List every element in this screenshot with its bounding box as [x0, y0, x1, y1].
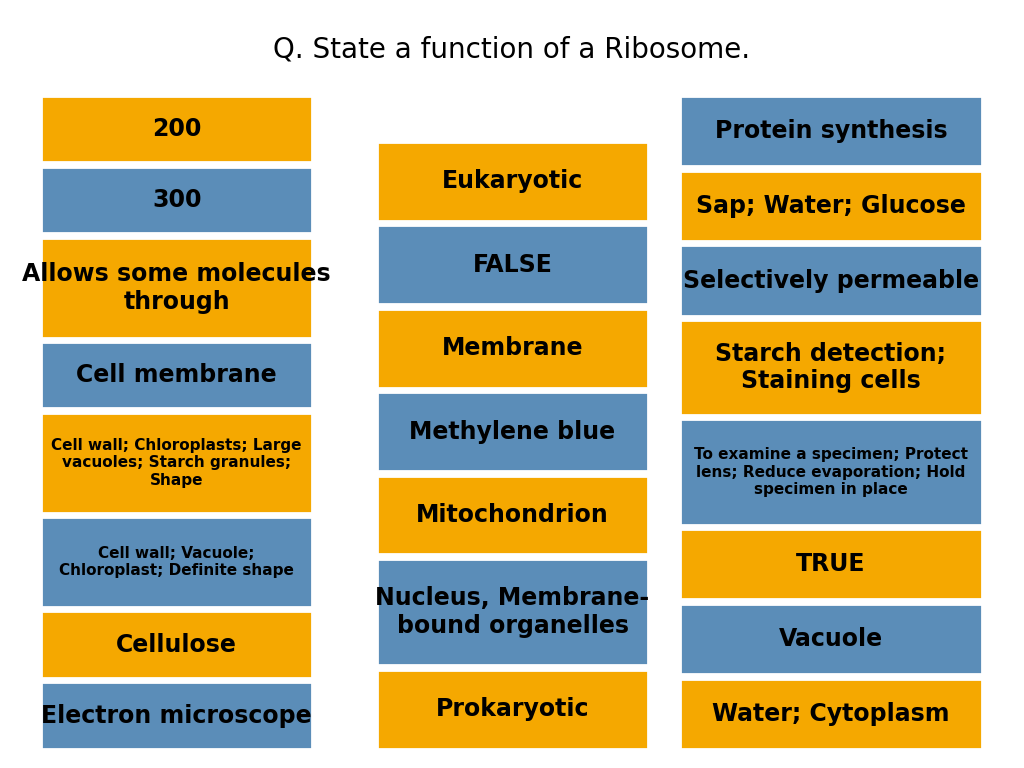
FancyBboxPatch shape: [377, 392, 648, 471]
FancyBboxPatch shape: [41, 238, 312, 337]
FancyBboxPatch shape: [680, 96, 982, 166]
Text: Eukaryotic: Eukaryotic: [442, 170, 583, 194]
Text: Allows some molecules
through: Allows some molecules through: [23, 262, 331, 313]
Text: Vacuole: Vacuole: [779, 627, 883, 651]
Text: 300: 300: [152, 188, 202, 212]
Text: 200: 200: [152, 118, 202, 141]
Text: TRUE: TRUE: [797, 552, 865, 576]
Text: Starch detection;
Staining cells: Starch detection; Staining cells: [716, 342, 946, 393]
FancyBboxPatch shape: [377, 309, 648, 388]
FancyBboxPatch shape: [377, 142, 648, 221]
FancyBboxPatch shape: [41, 167, 312, 233]
Text: Nucleus, Membrane-
bound organelles: Nucleus, Membrane- bound organelles: [376, 586, 649, 638]
Text: Methylene blue: Methylene blue: [410, 419, 615, 444]
FancyBboxPatch shape: [41, 518, 312, 607]
FancyBboxPatch shape: [41, 342, 312, 409]
Text: Mitochondrion: Mitochondrion: [416, 503, 609, 527]
FancyBboxPatch shape: [377, 475, 648, 554]
FancyBboxPatch shape: [41, 413, 312, 513]
Text: Water; Cytoplasm: Water; Cytoplasm: [713, 702, 949, 726]
FancyBboxPatch shape: [680, 320, 982, 415]
FancyBboxPatch shape: [377, 559, 648, 665]
FancyBboxPatch shape: [680, 679, 982, 749]
FancyBboxPatch shape: [680, 170, 982, 241]
Text: Selectively permeable: Selectively permeable: [683, 269, 979, 293]
FancyBboxPatch shape: [41, 96, 312, 162]
Text: Cell wall; Chloroplasts; Large
vacuoles; Starch granules;
Shape: Cell wall; Chloroplasts; Large vacuoles;…: [51, 438, 302, 488]
Text: Cell wall; Vacuole;
Chloroplast; Definite shape: Cell wall; Vacuole; Chloroplast; Definit…: [59, 546, 294, 578]
FancyBboxPatch shape: [41, 683, 312, 749]
FancyBboxPatch shape: [680, 604, 982, 674]
Text: To examine a specimen; Protect
lens; Reduce evaporation; Hold
specimen in place: To examine a specimen; Protect lens; Red…: [694, 447, 968, 497]
FancyBboxPatch shape: [41, 611, 312, 678]
Text: Q. State a function of a Ribosome.: Q. State a function of a Ribosome.: [273, 36, 751, 64]
FancyBboxPatch shape: [680, 419, 982, 525]
Text: FALSE: FALSE: [472, 253, 553, 277]
FancyBboxPatch shape: [680, 246, 982, 316]
Text: Membrane: Membrane: [441, 336, 584, 360]
Text: Protein synthesis: Protein synthesis: [715, 119, 947, 143]
FancyBboxPatch shape: [377, 226, 648, 304]
Text: Electron microscope: Electron microscope: [41, 703, 312, 727]
Text: Prokaryotic: Prokaryotic: [436, 697, 589, 721]
FancyBboxPatch shape: [377, 670, 648, 749]
Text: Cellulose: Cellulose: [116, 633, 238, 657]
FancyBboxPatch shape: [680, 529, 982, 599]
Text: Sap; Water; Glucose: Sap; Water; Glucose: [696, 194, 966, 218]
Text: Cell membrane: Cell membrane: [77, 363, 276, 387]
